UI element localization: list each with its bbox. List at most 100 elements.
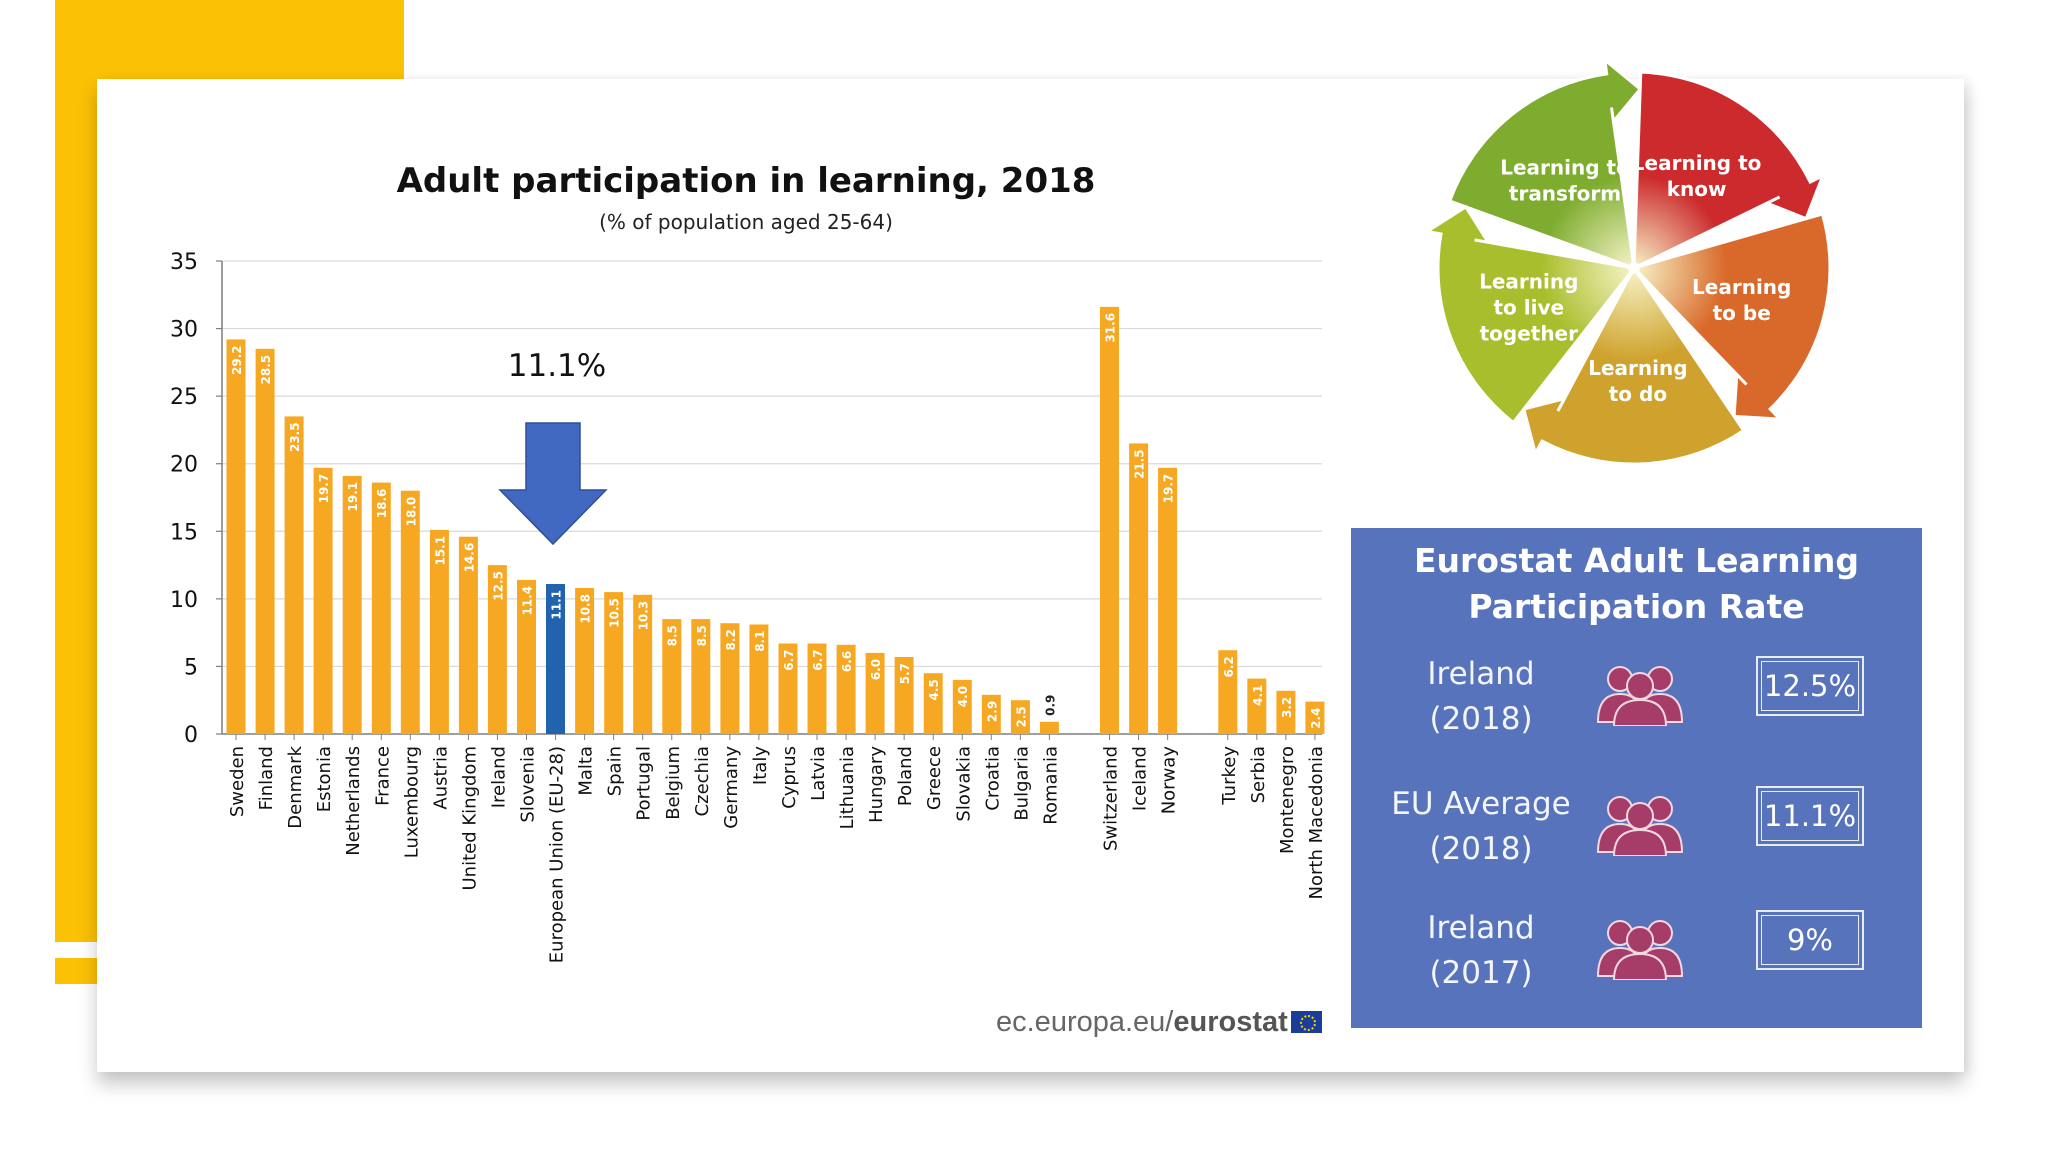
bar-value-label: 2.5 <box>1014 706 1028 727</box>
info-title-line1: Eurostat Adult Learning <box>1413 541 1860 580</box>
bar-value-label: 6.6 <box>840 651 854 672</box>
wheel-segment-learning-to-transform <box>1447 56 1643 269</box>
y-tick-label: 35 <box>170 250 198 275</box>
x-category-label: Serbia <box>1248 746 1269 803</box>
bar-iceland <box>1129 443 1149 734</box>
bar-value-label: 19.1 <box>346 482 360 512</box>
x-category-label: Poland <box>895 746 916 806</box>
bar-slovenia <box>517 579 536 734</box>
bar-romania <box>1039 721 1059 734</box>
bar-greece <box>923 673 943 734</box>
bar-value-label: 4.1 <box>1251 685 1265 706</box>
x-category-label: Norway <box>1159 746 1180 815</box>
x-category-label: Germany <box>721 746 742 829</box>
x-category-label: Netherlands <box>343 746 364 856</box>
bar-serbia <box>1247 678 1267 734</box>
bar-spain <box>604 592 624 734</box>
x-category-label: Ireland <box>488 746 509 808</box>
y-axis-ticks: 0 5 10 15 20 25 30 35 <box>170 250 222 748</box>
x-category-label: Bulgaria <box>1011 746 1032 821</box>
bar-value-label: 5.7 <box>898 663 912 684</box>
value-box: 11.1% <box>1756 786 1864 846</box>
bar-european-union-eu-28 <box>546 584 565 734</box>
bar-value-label: 21.5 <box>1133 449 1147 479</box>
bar-united-kingdom <box>458 536 478 734</box>
value-box: 9% <box>1756 910 1864 970</box>
bar-bulgaria <box>1010 700 1030 734</box>
decorative-yellow-bar-left <box>55 0 97 942</box>
wheel-segment-learning-to-know <box>1632 70 1826 267</box>
bar-croatia <box>981 694 1001 734</box>
row-label-line2: (2017) <box>1429 955 1533 991</box>
y-tick-label: 30 <box>170 318 198 343</box>
info-title-line2: Participation Rate <box>1468 587 1805 626</box>
bar-value-label: 10.5 <box>608 598 622 628</box>
wheel-segment-label: Learning to be <box>1692 275 1791 325</box>
row-label: Ireland (2018) <box>1371 652 1591 742</box>
highlight-arrow: 11.1% <box>498 348 608 546</box>
x-category-label: Iceland <box>1130 746 1151 811</box>
bar-lithuania <box>836 644 856 734</box>
bar-ireland <box>487 565 507 734</box>
people-group-icon <box>1596 920 1684 980</box>
bar-slovakia <box>952 679 972 734</box>
eu-average-annotation: 11.1% <box>508 348 606 384</box>
source-credit: ec.europa.eu/eurostat <box>996 1006 1322 1039</box>
x-category-label: Sweden <box>227 746 248 817</box>
x-category-label: United Kingdom <box>459 746 480 890</box>
value-text: 12.5% <box>1761 661 1859 711</box>
wheel-segment-learning-to-do <box>1521 269 1746 466</box>
decorative-yellow-bar-top <box>55 0 404 79</box>
y-tick-label: 20 <box>170 453 198 478</box>
bar-value-label: 6.7 <box>782 649 796 670</box>
bar-value-label: 15.1 <box>433 536 447 566</box>
row-label: EU Average (2018) <box>1371 782 1591 872</box>
y-tick-label: 15 <box>170 520 198 545</box>
bar-switzerland <box>1100 306 1119 734</box>
bar-malta <box>575 588 595 734</box>
info-row-ireland-2017: Ireland (2017) 9% <box>1351 906 1922 1016</box>
x-category-label: Malta <box>576 746 597 796</box>
row-label-line1: Ireland <box>1427 910 1535 946</box>
bar-norway <box>1158 467 1178 734</box>
bar-france <box>371 482 391 734</box>
x-category-label: Cyprus <box>779 746 800 809</box>
bar-value-label: 12.5 <box>491 571 505 601</box>
down-arrow-icon <box>498 422 608 546</box>
x-category-label: Belgium <box>663 746 684 820</box>
x-category-label: Greece <box>924 746 945 810</box>
x-category-label: Finland <box>256 746 277 810</box>
bar-value-label: 6.2 <box>1222 656 1236 677</box>
row-label-line1: Ireland <box>1427 656 1535 692</box>
chart-title: Adult participation in learning, 2018 <box>397 161 1096 201</box>
bar-value-label: 11.4 <box>521 586 535 616</box>
bar-estonia <box>313 467 333 734</box>
bar-value-label: 4.5 <box>927 679 941 700</box>
bar-value-label: 10.3 <box>637 601 651 631</box>
bar-value-label: 18.0 <box>404 497 418 527</box>
decorative-yellow-tab <box>55 958 97 984</box>
bar-value-label: 23.5 <box>288 422 302 452</box>
bar-turkey <box>1218 650 1238 734</box>
bar-value-label: 18.6 <box>375 489 389 519</box>
people-group-icon <box>1596 796 1684 856</box>
y-tick-label: 10 <box>170 588 198 613</box>
bar-portugal <box>633 594 653 734</box>
row-label-line1: EU Average <box>1391 786 1571 822</box>
bar-value-label: 2.9 <box>985 701 999 722</box>
row-label: Ireland (2017) <box>1371 906 1591 996</box>
bar-value-label: 8.1 <box>753 631 767 652</box>
x-category-label: Croatia <box>982 746 1003 811</box>
x-category-label: Slovenia <box>518 746 539 823</box>
x-category-label: Romania <box>1040 746 1061 825</box>
bar-value-label: 8.5 <box>695 625 709 646</box>
x-category-label: North Macedonia <box>1306 746 1327 899</box>
chart-subtitle: (% of population aged 25-64) <box>599 210 893 234</box>
x-category-label: Portugal <box>634 746 655 821</box>
x-category-label: Lithuania <box>837 746 858 829</box>
x-category-label: European Union (EU-28) <box>547 746 568 963</box>
bar-austria <box>429 529 449 734</box>
bar-germany <box>720 623 740 734</box>
bar-sweden <box>226 339 246 734</box>
